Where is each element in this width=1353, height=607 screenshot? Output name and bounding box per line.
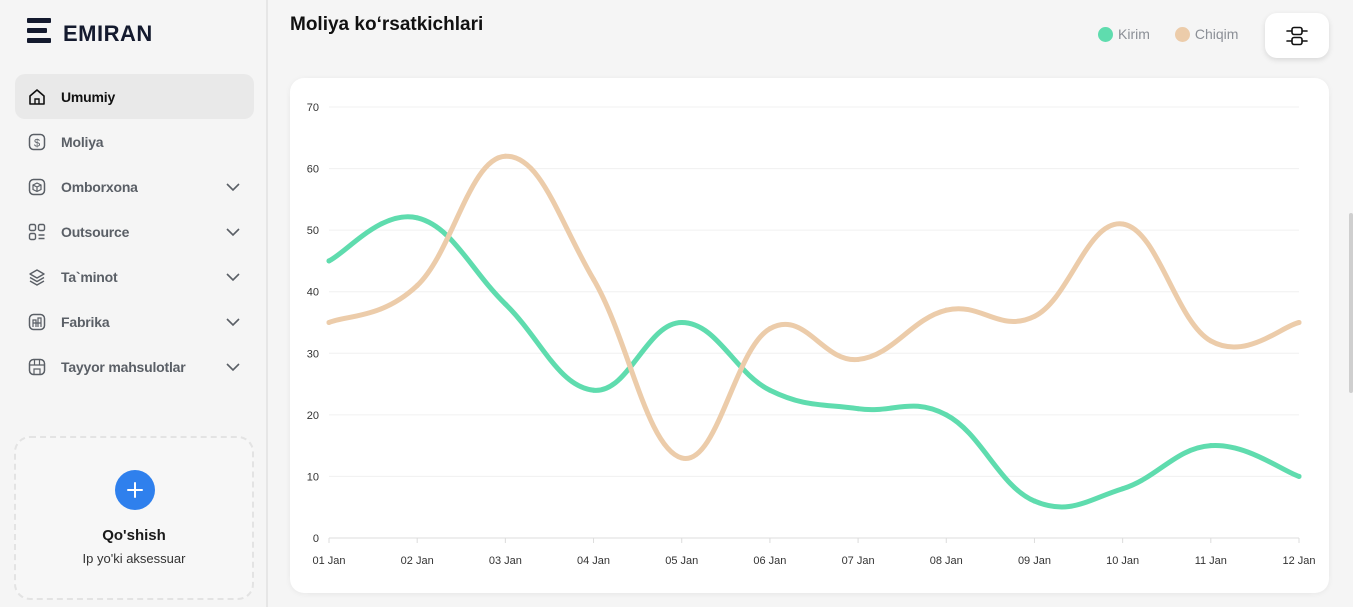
page-title: Moliya koʻrsatkichlari [290, 14, 484, 35]
sidebar-item-label: Tayyor mahsulotlar [61, 358, 186, 375]
data-point-kirim[interactable] [767, 387, 773, 393]
data-point-chiqim[interactable] [1031, 313, 1037, 319]
data-point-kirim[interactable] [1296, 473, 1302, 479]
sidebar-item-umumiy[interactable]: Umumiy [15, 74, 254, 119]
x-tick-label: 05 Jan [665, 555, 698, 567]
data-point-chiqim[interactable] [591, 276, 597, 282]
y-tick-label: 40 [307, 287, 319, 299]
plus-icon [127, 482, 143, 498]
add-button[interactable] [115, 470, 155, 510]
data-point-chiqim[interactable] [1296, 320, 1302, 325]
box-icon [27, 177, 47, 197]
chart-legend: Kirim Chiqim [1098, 26, 1263, 42]
y-tick-label: 20 [307, 410, 319, 422]
factory-icon [27, 312, 47, 332]
sidebar-item-label: Omborxona [61, 178, 138, 195]
sidebar-item-label: Umumiy [61, 88, 116, 105]
dollar-icon: $ [27, 132, 47, 152]
add-card[interactable]: Qo'shish Ip yo'ki aksessuar [14, 436, 254, 600]
sidebar-item-label: Outsource [61, 223, 130, 240]
sidebar-item-label: Fabrika [61, 313, 110, 330]
chevron-down-icon[interactable] [224, 313, 242, 331]
data-point-kirim[interactable] [326, 258, 332, 264]
sidebar-item-fabrika[interactable]: Fabrika [15, 299, 254, 344]
y-tick-label: 50 [307, 225, 319, 237]
x-tick-label: 10 Jan [1106, 555, 1139, 567]
add-card-subtitle: Ip yo'ki aksessuar [82, 551, 186, 566]
x-tick-label: 11 Jan [1195, 555, 1227, 567]
legend-label: Kirim [1118, 26, 1150, 42]
legend-item-chiqim[interactable]: Chiqim [1174, 26, 1239, 42]
sidebar-item-outsource[interactable]: Outsource [15, 209, 254, 254]
legend-item-kirim[interactable]: Kirim [1098, 26, 1150, 42]
sidebar-item-label: Moliya [61, 133, 104, 150]
y-tick-label: 70 [307, 102, 319, 114]
data-point-kirim[interactable] [502, 301, 508, 307]
brand-name: EMIRAN [63, 21, 153, 46]
x-tick-label: 02 Jan [401, 555, 434, 567]
x-tick-label: 07 Jan [842, 555, 875, 567]
add-card-title: Qo'shish [102, 527, 166, 544]
home-icon [27, 87, 47, 107]
data-point-kirim[interactable] [1208, 443, 1214, 449]
chevron-down-icon[interactable] [224, 268, 242, 286]
legend-dot-kirim [1098, 26, 1113, 42]
x-tick-label: 04 Jan [577, 555, 610, 567]
layers-icon [27, 267, 47, 287]
scrollbar[interactable] [1349, 213, 1353, 393]
data-point-kirim[interactable] [679, 320, 685, 325]
sidebar-item-label: Ta`minot [61, 268, 118, 285]
grid-icon [27, 222, 47, 242]
data-point-chiqim[interactable] [855, 356, 861, 362]
x-tick-label: 06 Jan [753, 555, 786, 567]
data-point-chiqim[interactable] [1120, 221, 1126, 227]
legend-label: Chiqim [1194, 26, 1239, 42]
sidebar-item-moliya[interactable]: $ Moliya [15, 119, 254, 164]
sidebar-item-omborxona[interactable]: Omborxona [15, 164, 254, 209]
main-content: Moliya koʻrsatkichlari Kirim Chiqim 0 10 2… [270, 0, 1353, 607]
store-icon [27, 357, 47, 377]
sidebar: EMIRAN Umumiy $ Moliya Omborxona Out [0, 0, 268, 607]
data-point-kirim[interactable] [591, 387, 597, 393]
y-tick-label: 30 [307, 348, 319, 360]
x-tick-label: 01 Jan [312, 555, 345, 567]
filter-button[interactable] [1265, 13, 1329, 58]
x-tick-label: 09 Jan [1018, 555, 1051, 567]
x-tick-label: 03 Jan [489, 555, 522, 567]
sidebar-item-tayyor-mahsulotlar[interactable]: Tayyor mahsulotlar [15, 344, 254, 389]
x-tick-label: 12 Jan [1282, 555, 1315, 567]
sidebar-item-taminot[interactable]: Ta`minot [15, 254, 254, 299]
y-tick-label: 60 [307, 164, 319, 176]
data-point-chiqim[interactable] [414, 283, 420, 289]
y-tick-label: 10 [307, 471, 319, 483]
data-point-chiqim[interactable] [326, 320, 332, 325]
data-point-kirim[interactable] [1031, 498, 1037, 504]
legend-dot-chiqim [1174, 26, 1190, 42]
series-line-kirim[interactable] [326, 214, 1302, 510]
logo-icon [27, 18, 51, 50]
svg-text:$: $ [34, 137, 40, 149]
chart-card: 0 10 20 30 40 50 60 70 01 Jan 02 Jan 03 Jan 04 Jan 0… [290, 78, 1329, 593]
chevron-down-icon[interactable] [224, 178, 242, 196]
data-point-chiqim[interactable] [679, 455, 685, 461]
data-point-kirim[interactable] [414, 215, 420, 221]
data-point-chiqim[interactable] [767, 326, 773, 332]
data-point-chiqim[interactable] [1208, 338, 1214, 344]
sliders-icon [1286, 26, 1308, 45]
data-point-kirim[interactable] [943, 412, 949, 418]
data-point-chiqim[interactable] [943, 307, 949, 313]
chevron-down-icon[interactable] [224, 223, 242, 241]
data-point-chiqim[interactable] [502, 153, 508, 159]
y-tick-label: 0 [313, 533, 319, 545]
data-point-kirim[interactable] [855, 406, 861, 412]
data-point-kirim[interactable] [1120, 486, 1126, 492]
brand-logo[interactable]: EMIRAN [27, 18, 153, 50]
x-tick-label: 08 Jan [930, 555, 963, 567]
series-line-chiqim[interactable] [326, 153, 1302, 461]
chevron-down-icon[interactable] [224, 358, 242, 376]
line-chart: 0 10 20 30 40 50 60 70 01 Jan 02 Jan 03 Jan 04 Jan 0… [307, 102, 1316, 567]
sidebar-nav: Umumiy $ Moliya Omborxona Outsource [15, 74, 254, 389]
